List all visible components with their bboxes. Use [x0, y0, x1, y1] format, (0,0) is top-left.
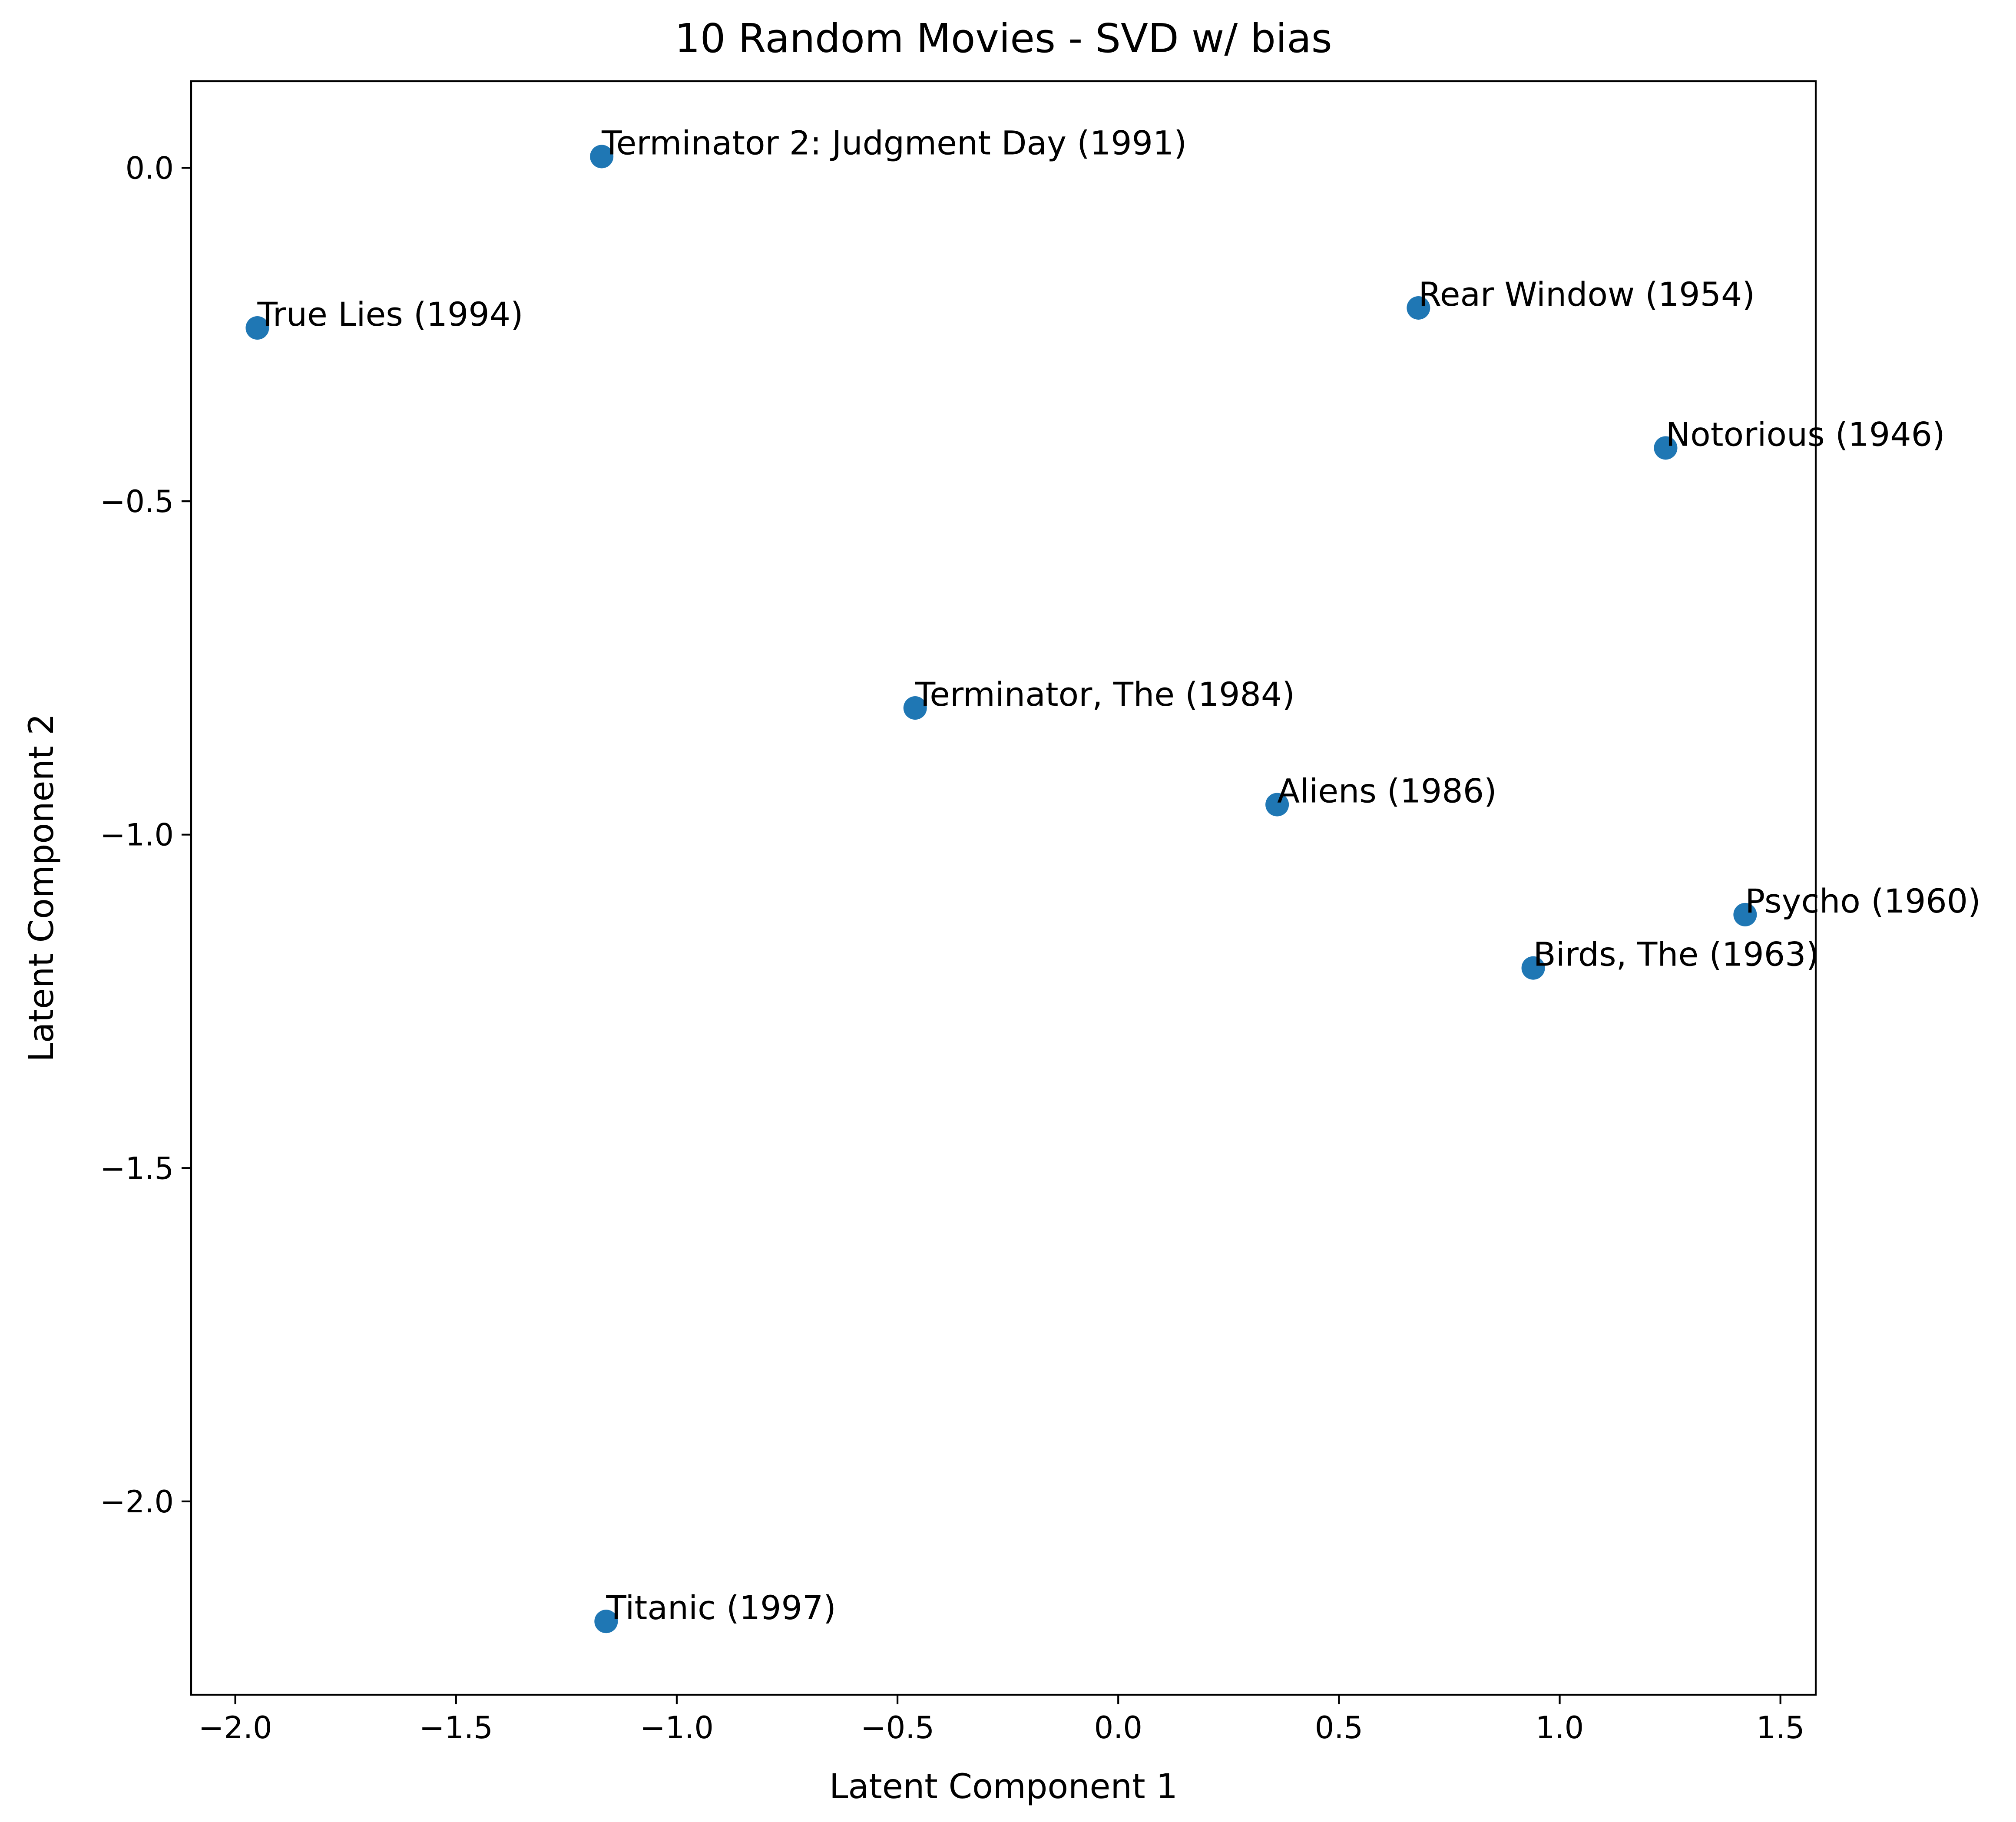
- data-point: [1407, 296, 1430, 320]
- data-point: [1654, 436, 1678, 460]
- chart-title: 10 Random Movies - SVD w/ bias: [675, 15, 1332, 62]
- point-label: Notorious (1946): [1665, 415, 1945, 453]
- y-tick-label: −2.0: [100, 1484, 174, 1520]
- data-point: [594, 1610, 618, 1634]
- point-label: Titanic (1997): [606, 1588, 836, 1627]
- x-tick-label: −1.0: [640, 1710, 714, 1746]
- x-tick-label: −0.5: [861, 1710, 934, 1746]
- point-label: True Lies (1994): [257, 295, 523, 334]
- data-point: [1265, 793, 1289, 817]
- data-point: [245, 316, 269, 340]
- y-tick-label: −1.0: [100, 817, 174, 853]
- point-label: Psycho (1960): [1745, 882, 1980, 920]
- x-tick-label: −2.0: [199, 1710, 272, 1746]
- x-tick-label: 0.5: [1315, 1710, 1363, 1746]
- point-label: Terminator, The (1984): [915, 675, 1295, 714]
- y-tick-label: 0.0: [126, 151, 174, 186]
- y-tick-label: −0.5: [100, 484, 174, 519]
- y-axis-label: Latent Component 2: [22, 714, 61, 1062]
- data-points: [245, 145, 1757, 1634]
- x-tick-label: −1.5: [419, 1710, 493, 1746]
- data-point: [1733, 903, 1757, 926]
- point-label: Birds, The (1963): [1533, 935, 1819, 974]
- axis-ticks: −2.0 −1.5 −1.0 −0.5 0.0 0.5 1.0 1.5 0.0 −0.5 −1.0 −…: [100, 151, 1804, 1746]
- x-tick-label: 1.0: [1536, 1710, 1584, 1746]
- data-point: [903, 696, 927, 720]
- data-point: [590, 145, 614, 169]
- x-axis-label: Latent Component 1: [829, 1767, 1178, 1806]
- x-tick-label: 0.0: [1094, 1710, 1142, 1746]
- y-tick-label: −1.5: [100, 1151, 174, 1186]
- x-tick-label: 1.5: [1756, 1710, 1804, 1746]
- axes-frame: [190, 80, 1817, 1696]
- point-label: Aliens (1986): [1277, 772, 1497, 810]
- data-point: [1521, 956, 1545, 980]
- point-labels: Terminator 2: Judgment Day (1991) True Li…: [257, 123, 1980, 1627]
- point-label: Terminator 2: Judgment Day (1991): [601, 123, 1187, 162]
- point-label: Rear Window (1954): [1418, 275, 1755, 314]
